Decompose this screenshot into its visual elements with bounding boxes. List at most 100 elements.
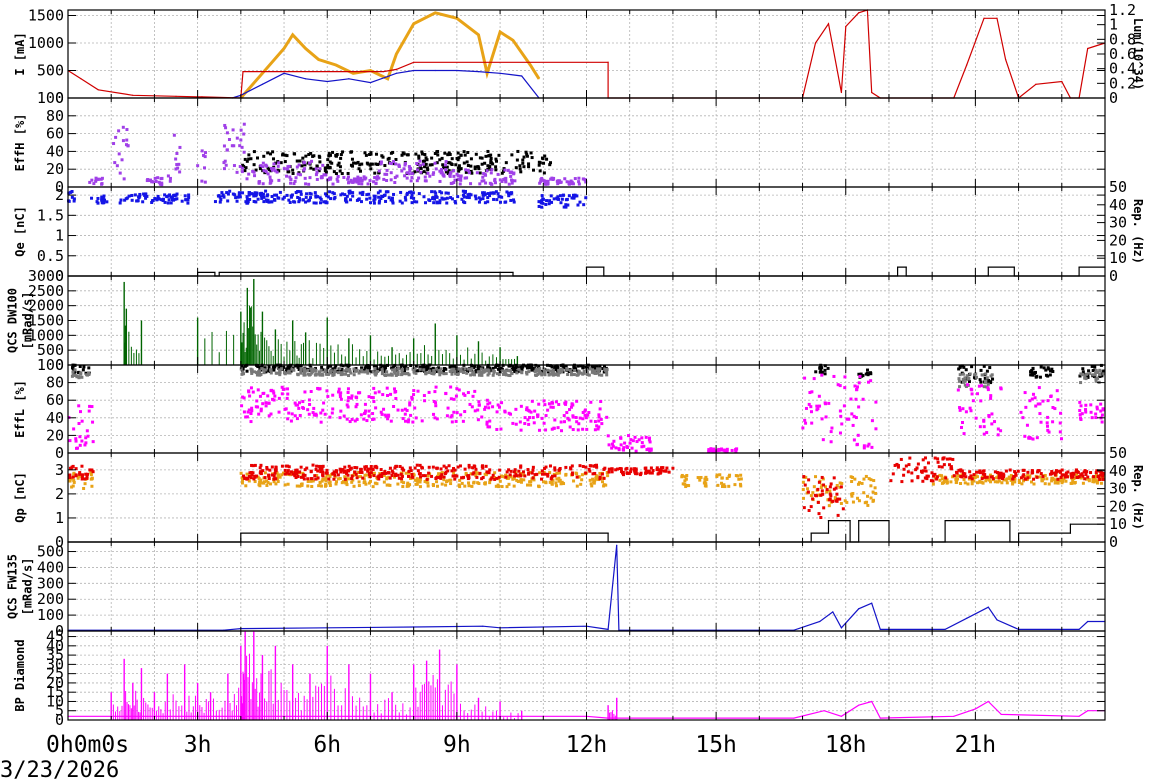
scatter-point (80, 473, 84, 477)
scatter-point (268, 152, 272, 156)
scatter-point (67, 191, 71, 195)
scatter-point (1084, 410, 1088, 414)
scatter-point (680, 475, 684, 479)
scatter-point (707, 448, 711, 452)
scatter-point (873, 486, 877, 490)
scatter-point (289, 419, 293, 423)
scatter-point (341, 150, 345, 154)
scatter-point (265, 164, 269, 168)
scatter-point (445, 165, 449, 169)
y-tick-label: 100 (37, 356, 64, 374)
scatter-point (578, 200, 582, 204)
scatter-point (1099, 402, 1103, 406)
scatter-point (494, 165, 498, 169)
data-point (858, 520, 860, 522)
scatter-point (356, 175, 360, 179)
scatter-point (551, 401, 555, 405)
scatter-point (376, 369, 380, 373)
scatter-point (483, 407, 487, 411)
scatter-point (366, 467, 370, 471)
scatter-point (469, 193, 473, 197)
scatter-point (426, 484, 430, 488)
y-tick-label: 0 (55, 89, 64, 107)
scatter-point (579, 482, 583, 486)
scatter-point (379, 160, 383, 164)
data-point (983, 17, 985, 19)
scatter-point (274, 469, 278, 473)
scatter-point (388, 483, 392, 487)
scatter-point (319, 201, 323, 205)
scatter-point (586, 373, 590, 377)
scatter-point (594, 366, 598, 370)
scatter-point (213, 200, 217, 204)
scatter-point (501, 372, 505, 376)
scatter-point (473, 465, 477, 469)
scatter-point (515, 158, 519, 162)
data-point (529, 64, 531, 66)
scatter-point (561, 193, 565, 197)
y-axis-label: I [mA] (13, 32, 27, 75)
scatter-point (473, 194, 477, 198)
scatter-point (485, 398, 489, 402)
scatter-point (696, 476, 700, 480)
scatter-point (809, 505, 813, 509)
scatter-point (309, 166, 313, 170)
scatter-point (321, 163, 325, 167)
scatter-point (940, 477, 944, 481)
scatter-point (418, 163, 422, 167)
scatter-point (352, 179, 356, 183)
y-tick-label: 500 (37, 341, 64, 359)
scatter-point (858, 481, 862, 485)
scatter-point (321, 470, 325, 474)
scatter-point (1031, 366, 1035, 370)
scatter-point (438, 201, 442, 205)
scatter-point (410, 193, 414, 197)
scatter-point (494, 365, 498, 369)
y-tick-label-right: 50 (1109, 178, 1127, 196)
scatter-point (326, 366, 330, 370)
scatter-point (592, 481, 596, 485)
scatter-point (267, 473, 271, 477)
scatter-point (564, 205, 568, 209)
scatter-point (476, 165, 480, 169)
scatter-point (156, 176, 160, 180)
scatter-point (456, 158, 460, 162)
scatter-point (145, 194, 149, 198)
scatter-point (264, 370, 268, 374)
scatter-point (733, 483, 737, 487)
data-point (283, 47, 285, 50)
scatter-point (292, 368, 296, 372)
scatter-point (445, 414, 449, 418)
scatter-point (497, 373, 501, 377)
scatter-point (372, 474, 376, 478)
scatter-point (1045, 477, 1049, 481)
scatter-point (343, 469, 347, 473)
data-point (512, 39, 514, 41)
scatter-point (519, 170, 523, 174)
scatter-point (634, 469, 638, 473)
scatter-point (102, 198, 106, 202)
scatter-point (341, 468, 345, 472)
scatter-point (366, 469, 370, 473)
scatter-point (560, 197, 564, 201)
scatter-point (273, 471, 277, 475)
scatter-point (1020, 482, 1024, 486)
scatter-point (325, 468, 329, 472)
scatter-point (383, 164, 387, 168)
scatter-point (972, 479, 976, 483)
scatter-point (372, 198, 376, 202)
scatter-point (288, 364, 292, 368)
scatter-point (511, 365, 515, 369)
scatter-point (371, 467, 375, 471)
y-axis-label: QCS DW100 (6, 288, 20, 353)
scatter-point (420, 465, 424, 469)
scatter-point (439, 476, 443, 480)
scatter-point (349, 371, 353, 375)
scatter-point (823, 485, 827, 489)
scatter-point (648, 449, 652, 453)
scatter-point (1050, 470, 1054, 474)
scatter-point (906, 470, 910, 474)
scatter-point (454, 474, 458, 478)
scatter-point (119, 198, 123, 202)
scatter-point (286, 482, 290, 486)
